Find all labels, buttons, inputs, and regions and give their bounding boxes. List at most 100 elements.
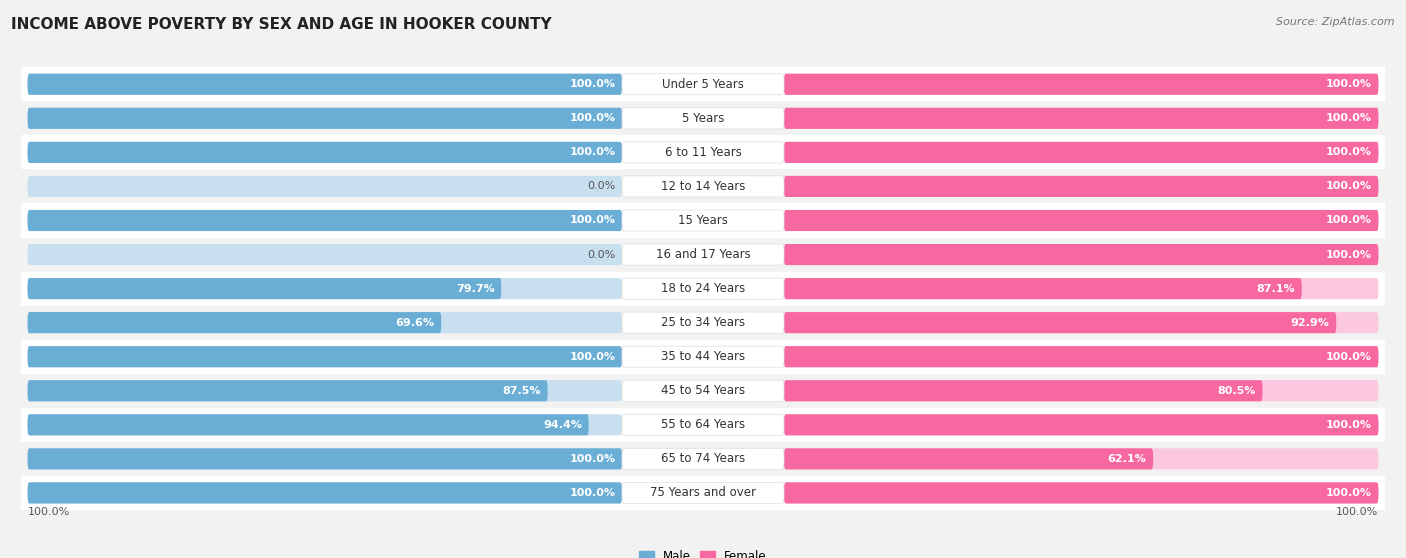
- FancyBboxPatch shape: [621, 380, 785, 401]
- Text: 69.6%: 69.6%: [395, 318, 434, 328]
- Text: 15 Years: 15 Years: [678, 214, 728, 227]
- FancyBboxPatch shape: [785, 482, 1378, 503]
- Bar: [21, 136, 1385, 170]
- Text: 100.0%: 100.0%: [1326, 352, 1372, 362]
- FancyBboxPatch shape: [28, 278, 621, 299]
- FancyBboxPatch shape: [785, 380, 1263, 401]
- Text: 100.0%: 100.0%: [569, 215, 616, 225]
- FancyBboxPatch shape: [621, 482, 785, 503]
- Text: 45 to 54 Years: 45 to 54 Years: [661, 384, 745, 397]
- FancyBboxPatch shape: [785, 108, 1378, 129]
- FancyBboxPatch shape: [621, 176, 785, 197]
- Bar: [21, 170, 1385, 204]
- FancyBboxPatch shape: [785, 210, 1378, 231]
- Text: 12 to 14 Years: 12 to 14 Years: [661, 180, 745, 193]
- FancyBboxPatch shape: [785, 210, 1378, 231]
- Text: 6 to 11 Years: 6 to 11 Years: [665, 146, 741, 159]
- Bar: [21, 68, 1385, 102]
- Text: 100.0%: 100.0%: [28, 507, 70, 517]
- Text: 100.0%: 100.0%: [1326, 147, 1372, 157]
- Text: 87.5%: 87.5%: [502, 386, 541, 396]
- Text: 0.0%: 0.0%: [586, 249, 616, 259]
- FancyBboxPatch shape: [28, 346, 621, 367]
- Text: 100.0%: 100.0%: [1326, 79, 1372, 89]
- FancyBboxPatch shape: [785, 142, 1378, 163]
- Text: 94.4%: 94.4%: [543, 420, 582, 430]
- FancyBboxPatch shape: [785, 312, 1336, 333]
- Text: 100.0%: 100.0%: [569, 454, 616, 464]
- Text: 100.0%: 100.0%: [1326, 488, 1372, 498]
- Legend: Male, Female: Male, Female: [634, 545, 772, 558]
- FancyBboxPatch shape: [785, 312, 1378, 333]
- FancyBboxPatch shape: [785, 74, 1378, 95]
- FancyBboxPatch shape: [785, 380, 1378, 401]
- FancyBboxPatch shape: [621, 74, 785, 95]
- Text: 0.0%: 0.0%: [586, 181, 616, 191]
- FancyBboxPatch shape: [621, 278, 785, 299]
- Text: 35 to 44 Years: 35 to 44 Years: [661, 350, 745, 363]
- FancyBboxPatch shape: [785, 414, 1378, 435]
- FancyBboxPatch shape: [28, 244, 621, 265]
- Text: 100.0%: 100.0%: [569, 352, 616, 362]
- FancyBboxPatch shape: [28, 142, 621, 163]
- FancyBboxPatch shape: [785, 244, 1378, 265]
- Text: Source: ZipAtlas.com: Source: ZipAtlas.com: [1277, 17, 1395, 27]
- FancyBboxPatch shape: [28, 210, 621, 231]
- FancyBboxPatch shape: [28, 278, 502, 299]
- FancyBboxPatch shape: [28, 210, 621, 231]
- FancyBboxPatch shape: [785, 108, 1378, 129]
- Bar: [21, 442, 1385, 476]
- FancyBboxPatch shape: [785, 142, 1378, 163]
- FancyBboxPatch shape: [785, 244, 1378, 265]
- Text: 5 Years: 5 Years: [682, 112, 724, 125]
- FancyBboxPatch shape: [28, 142, 621, 163]
- Text: 100.0%: 100.0%: [569, 113, 616, 123]
- Text: 100.0%: 100.0%: [569, 488, 616, 498]
- FancyBboxPatch shape: [28, 108, 621, 129]
- FancyBboxPatch shape: [785, 448, 1378, 469]
- Text: 92.9%: 92.9%: [1291, 318, 1330, 328]
- FancyBboxPatch shape: [785, 278, 1302, 299]
- Text: 100.0%: 100.0%: [569, 147, 616, 157]
- Text: 100.0%: 100.0%: [1326, 113, 1372, 123]
- Text: 100.0%: 100.0%: [1336, 507, 1378, 517]
- FancyBboxPatch shape: [28, 108, 621, 129]
- FancyBboxPatch shape: [621, 448, 785, 469]
- FancyBboxPatch shape: [785, 346, 1378, 367]
- Text: 65 to 74 Years: 65 to 74 Years: [661, 453, 745, 465]
- FancyBboxPatch shape: [28, 74, 621, 95]
- FancyBboxPatch shape: [785, 346, 1378, 367]
- FancyBboxPatch shape: [28, 380, 548, 401]
- Bar: [21, 408, 1385, 442]
- FancyBboxPatch shape: [621, 108, 785, 129]
- FancyBboxPatch shape: [785, 414, 1378, 435]
- Text: 75 Years and over: 75 Years and over: [650, 487, 756, 499]
- FancyBboxPatch shape: [28, 176, 621, 197]
- FancyBboxPatch shape: [621, 346, 785, 367]
- Text: 100.0%: 100.0%: [1326, 215, 1372, 225]
- FancyBboxPatch shape: [28, 312, 621, 333]
- FancyBboxPatch shape: [785, 482, 1378, 503]
- FancyBboxPatch shape: [28, 414, 589, 435]
- FancyBboxPatch shape: [28, 346, 621, 367]
- Text: 79.7%: 79.7%: [456, 283, 495, 294]
- Text: 18 to 24 Years: 18 to 24 Years: [661, 282, 745, 295]
- Text: 87.1%: 87.1%: [1257, 283, 1295, 294]
- FancyBboxPatch shape: [28, 74, 621, 95]
- Text: 100.0%: 100.0%: [569, 79, 616, 89]
- Text: 100.0%: 100.0%: [1326, 420, 1372, 430]
- FancyBboxPatch shape: [28, 312, 441, 333]
- Text: Under 5 Years: Under 5 Years: [662, 78, 744, 91]
- FancyBboxPatch shape: [785, 176, 1378, 197]
- Bar: [21, 306, 1385, 340]
- FancyBboxPatch shape: [28, 482, 621, 503]
- FancyBboxPatch shape: [28, 414, 621, 435]
- Text: 100.0%: 100.0%: [1326, 249, 1372, 259]
- FancyBboxPatch shape: [621, 210, 785, 231]
- Text: 25 to 34 Years: 25 to 34 Years: [661, 316, 745, 329]
- FancyBboxPatch shape: [785, 176, 1378, 197]
- FancyBboxPatch shape: [621, 142, 785, 163]
- FancyBboxPatch shape: [28, 380, 621, 401]
- FancyBboxPatch shape: [28, 448, 621, 469]
- Bar: [21, 476, 1385, 510]
